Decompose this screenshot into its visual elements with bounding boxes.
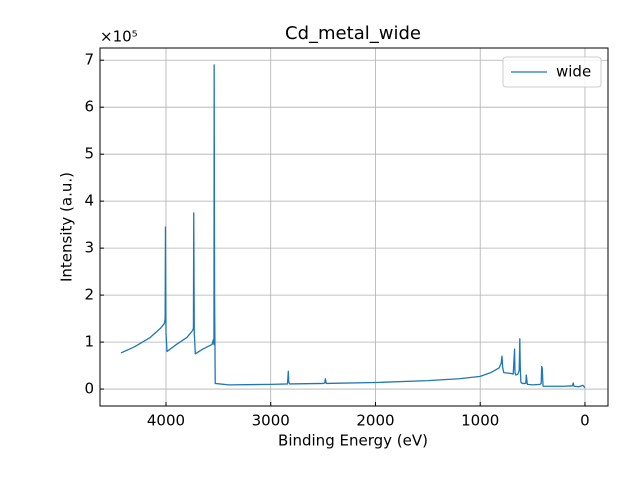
y-tick-label: 3 xyxy=(84,239,94,257)
x-tick-label: 1000 xyxy=(461,412,499,430)
data-line xyxy=(120,64,586,389)
y-tick-label: 5 xyxy=(84,145,94,163)
y-tick-label: 1 xyxy=(84,333,94,351)
plot-frame xyxy=(99,47,609,407)
x-tick-label: 2000 xyxy=(356,412,394,430)
x-tick-label: 0 xyxy=(580,412,590,430)
legend-label: wide xyxy=(556,63,591,81)
x-tick-label: 4000 xyxy=(147,412,185,430)
y-axis-label: Intensity (a.u.) xyxy=(58,172,76,282)
y-tick-label: 7 xyxy=(84,51,94,69)
y-offset-label: ×10⁵ xyxy=(100,28,138,46)
x-axis-label: Binding Energy (eV) xyxy=(278,432,428,450)
chart-title: Cd_metal_wide xyxy=(285,23,421,44)
y-tick-label: 0 xyxy=(84,380,94,398)
legend-box xyxy=(502,56,602,88)
y-tick-label: 4 xyxy=(84,192,94,210)
x-tick-label: 3000 xyxy=(252,412,290,430)
y-tick-label: 2 xyxy=(84,286,94,304)
y-tick-label: 6 xyxy=(84,98,94,116)
